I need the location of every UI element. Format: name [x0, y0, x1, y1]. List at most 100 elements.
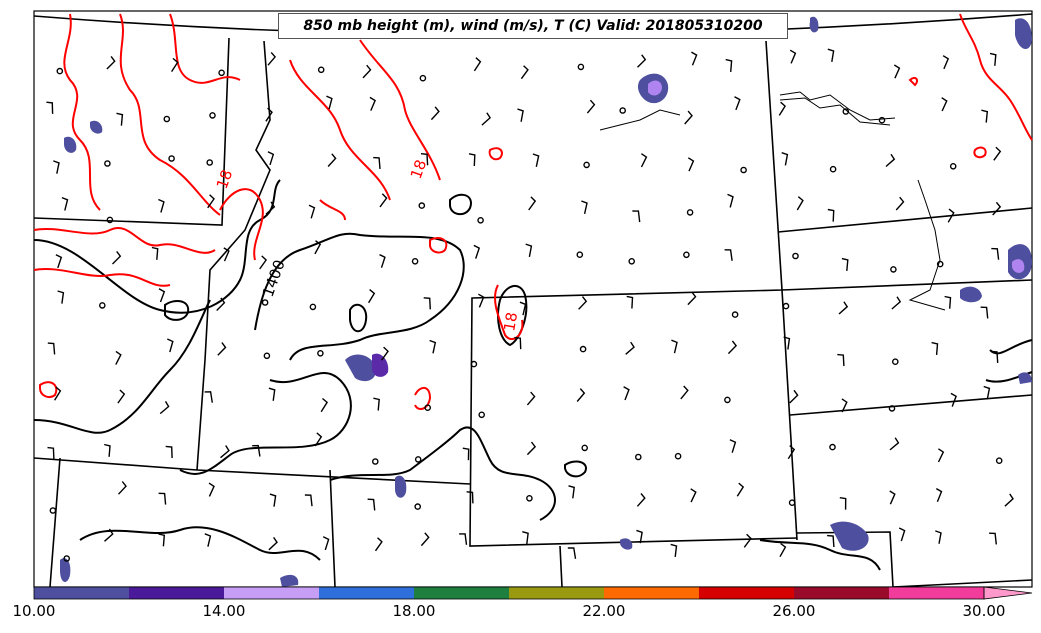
calm-wind-circle	[99, 302, 106, 309]
wind-barb	[779, 542, 787, 558]
colorbar-segment	[319, 587, 414, 599]
wind-barb	[217, 342, 227, 356]
wind-barb	[265, 201, 276, 215]
wind-barb	[783, 336, 791, 350]
calm-wind-circle	[890, 266, 897, 273]
wind-barb	[314, 240, 322, 255]
calm-wind-circle	[106, 216, 114, 224]
wind-barb	[990, 350, 999, 363]
wind-barb	[691, 51, 698, 66]
wind-barb	[690, 488, 697, 503]
calm-wind-circle	[724, 396, 731, 404]
wind-barb	[778, 101, 787, 116]
wind-barb	[47, 446, 55, 460]
wind-barb	[941, 97, 948, 112]
calm-wind-circle	[168, 155, 175, 162]
calm-wind-circle	[414, 503, 422, 510]
wind-barb	[362, 64, 372, 79]
wind-barb	[687, 291, 697, 306]
wind-barb	[159, 401, 170, 415]
map-border	[33, 10, 1033, 588]
calm-wind-circle	[579, 345, 587, 353]
colorbar-tick-label: 30.00	[962, 602, 1006, 620]
wind-barb	[171, 57, 179, 72]
calm-wind-circle	[477, 216, 484, 224]
wind-barb	[327, 153, 337, 167]
wind-barb	[885, 153, 896, 168]
calm-wind-circle	[829, 165, 837, 173]
wind-barb	[367, 498, 376, 511]
wind-barb	[787, 445, 796, 460]
wind-barb	[519, 301, 527, 316]
wind-barb	[430, 106, 440, 121]
colorbar-extend-arrow	[983, 586, 1033, 600]
wind-barb	[980, 306, 989, 319]
colorbar-segment	[129, 587, 224, 599]
calm-wind-circle	[371, 458, 379, 465]
map-title: 850 mb height (m), wind (m/s), T (C) Val…	[278, 13, 788, 39]
wind-barb	[687, 157, 695, 172]
calm-wind-circle	[418, 202, 426, 209]
calm-wind-circle	[470, 360, 478, 368]
calm-wind-circle	[628, 257, 636, 265]
wind-barb	[379, 193, 388, 208]
wind-speed-shading	[60, 16, 1032, 587]
wind-barb	[937, 448, 945, 463]
wind-barb	[304, 494, 313, 507]
wind-barb	[947, 208, 955, 223]
wind-barb	[314, 432, 323, 447]
wind-barb	[459, 533, 468, 545]
wind-barb	[670, 543, 678, 557]
wind-barb	[734, 96, 741, 111]
wind-barb	[53, 160, 60, 174]
wind-barb	[671, 339, 678, 354]
wind-barb	[839, 497, 847, 510]
wind-barb	[632, 210, 641, 223]
wind-barb	[368, 289, 376, 304]
wind-barb	[935, 487, 943, 503]
wind-barb	[322, 536, 330, 551]
wind-barb	[517, 108, 524, 122]
wind-barb	[827, 48, 835, 63]
wind-barb	[204, 533, 212, 547]
wind-barb	[223, 247, 230, 262]
wind-barb	[265, 107, 273, 122]
calm-wind-circle	[740, 166, 747, 174]
calm-wind-circle	[163, 115, 171, 123]
wind-barbs	[46, 48, 1014, 562]
calm-wind-circle	[478, 411, 486, 419]
wind-barb	[158, 533, 166, 547]
wind-barb	[623, 386, 630, 401]
wind-barb	[207, 194, 215, 209]
wind-barb	[729, 439, 737, 453]
wind-barb	[576, 388, 586, 402]
wind-barb	[680, 385, 689, 400]
calm-wind-circle	[218, 69, 225, 77]
wind-barb	[898, 527, 906, 542]
wind-barb	[57, 290, 65, 304]
wind-barb	[268, 387, 276, 401]
wind-barb	[578, 296, 588, 310]
wind-barb	[989, 52, 997, 66]
calm-wind-circle	[686, 209, 694, 216]
calm-wind-circle	[674, 452, 682, 460]
wind-barb	[115, 350, 122, 365]
wind-barb	[950, 392, 957, 407]
calm-wind-circle	[583, 161, 590, 169]
wind-barb	[838, 301, 849, 315]
wind-barb	[204, 391, 213, 403]
wind-barb	[522, 531, 529, 545]
calm-wind-circle	[782, 302, 790, 310]
wind-barb	[993, 146, 1002, 161]
calm-wind-circle	[892, 358, 899, 366]
wind-barb	[837, 353, 845, 367]
wind-barb	[252, 444, 261, 457]
calm-wind-circle	[317, 66, 325, 74]
wind-barb	[267, 151, 275, 166]
wind-barb	[478, 293, 485, 308]
wind-barb	[992, 201, 1002, 216]
wind-barb	[55, 254, 63, 269]
wind-barb	[640, 153, 648, 168]
calm-wind-circle	[731, 311, 739, 318]
